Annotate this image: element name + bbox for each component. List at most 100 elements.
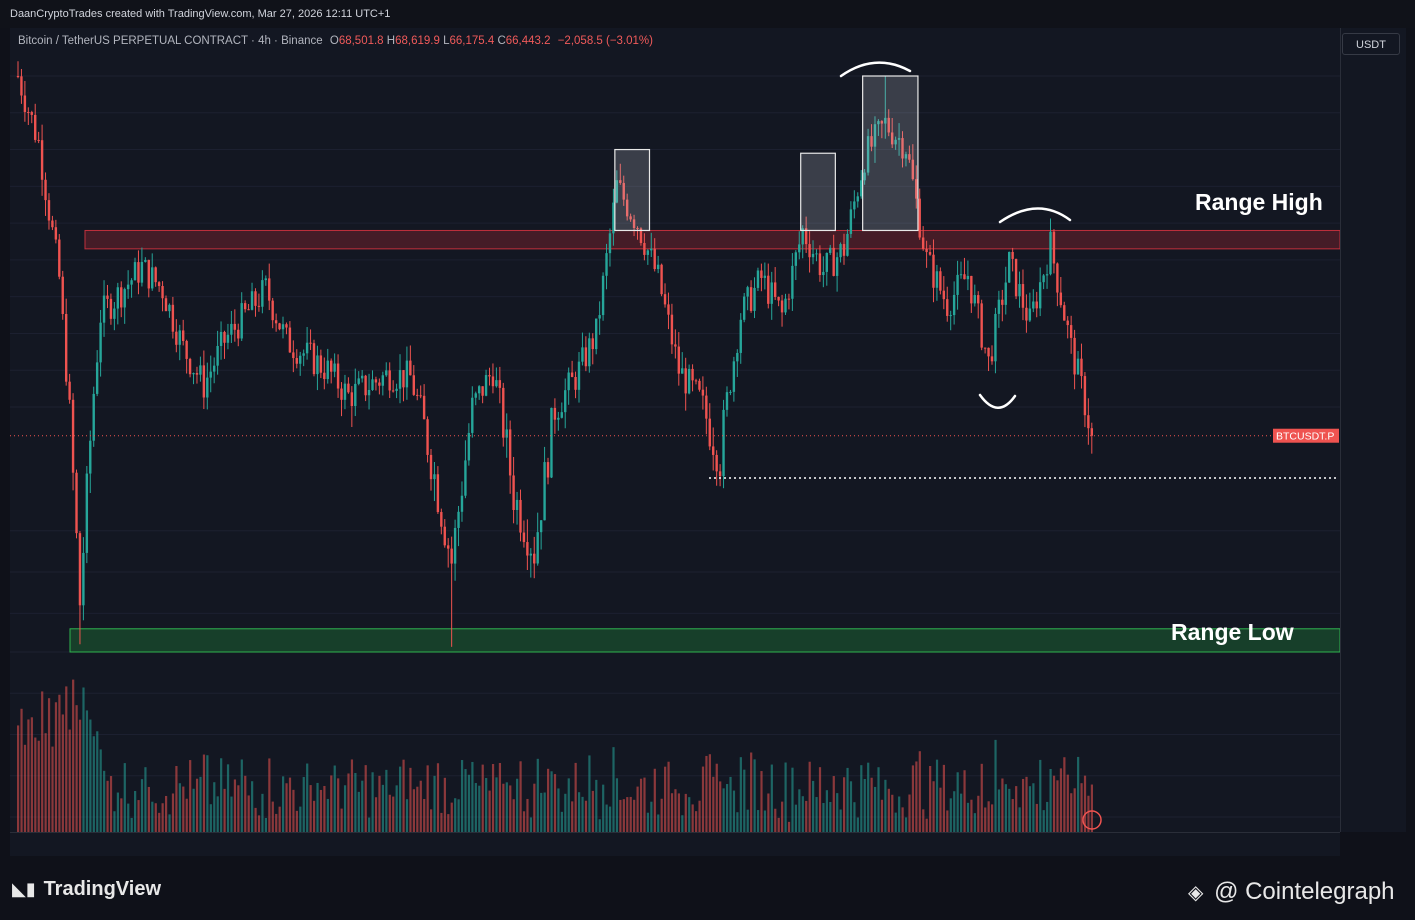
volume-bar — [433, 775, 436, 832]
volume-bar — [691, 804, 694, 832]
volume-bar — [577, 792, 581, 832]
volume-bar — [798, 789, 801, 832]
volume-bar — [478, 785, 481, 832]
candle-body — [147, 259, 150, 289]
price-axis[interactable] — [1340, 28, 1406, 832]
volume-bar — [1059, 768, 1063, 832]
candle-body — [595, 318, 598, 350]
candle-body — [40, 140, 44, 180]
volume-bar — [877, 767, 880, 832]
candle-body — [570, 372, 574, 377]
volume-bar — [791, 767, 794, 832]
volume-bar — [275, 813, 278, 832]
volume-bar — [622, 799, 625, 832]
candle-body — [123, 289, 126, 308]
volume-bar — [72, 679, 75, 832]
candle-body — [278, 323, 281, 330]
volume-bar — [908, 794, 911, 832]
volume-bar — [99, 749, 102, 832]
candle-body — [271, 300, 274, 321]
volume-bar — [856, 817, 859, 832]
volume-bar — [312, 800, 316, 832]
volume-bar — [639, 778, 643, 832]
candle-body — [412, 375, 415, 395]
close-value: 66,443.2 — [505, 35, 551, 47]
candle-body — [295, 358, 298, 364]
candle-body — [206, 377, 209, 398]
highlight-box — [862, 75, 919, 232]
volume-bar — [904, 817, 908, 832]
volume-bar — [1052, 775, 1056, 832]
time-axis[interactable] — [10, 832, 1340, 857]
chart-area[interactable] — [10, 28, 1340, 832]
candle-body — [801, 228, 804, 245]
volume-bar — [801, 796, 804, 832]
symbol-price-tag — [1273, 428, 1339, 443]
volume-bar — [92, 736, 95, 832]
bottom-arc-annotation — [978, 393, 1017, 409]
candle-body — [233, 323, 237, 330]
candle-body — [27, 112, 30, 114]
volume-bar — [591, 790, 594, 832]
volume-bar — [144, 767, 147, 832]
volume-bar — [956, 772, 959, 832]
volume-bar — [306, 763, 309, 832]
volume-bar — [781, 801, 784, 832]
volume-bar — [202, 754, 206, 832]
volume-bar — [340, 808, 343, 832]
candle-body — [921, 237, 925, 249]
candle-body — [522, 532, 526, 543]
volume-bar — [990, 804, 994, 832]
candle-body — [1021, 284, 1025, 308]
volume-bar — [82, 687, 85, 832]
cointelegraph-brand-text: @ Cointelegraph — [1214, 878, 1395, 905]
candle-body — [144, 259, 147, 262]
candle-body — [732, 361, 736, 392]
volume-bar — [973, 813, 976, 832]
candle-body — [274, 320, 278, 324]
volume-bar — [825, 790, 828, 832]
volume-bar — [467, 774, 471, 832]
candle-body — [23, 95, 27, 113]
candle-body — [168, 304, 171, 312]
candle-body — [822, 271, 825, 276]
volume-bar — [388, 794, 391, 832]
candle-body — [477, 386, 481, 394]
volume-bar — [1073, 788, 1076, 832]
volume-bar — [158, 812, 161, 832]
candle-body — [113, 308, 116, 319]
volume-bar — [605, 804, 608, 832]
candle-body — [811, 253, 815, 258]
volume-bar — [285, 783, 288, 832]
candle-body — [316, 355, 319, 375]
volume-bar — [41, 691, 44, 832]
candle-body — [729, 391, 732, 393]
candle-body — [890, 132, 894, 145]
volume-bar — [17, 725, 20, 832]
candle-body — [605, 253, 608, 276]
candle-body — [247, 309, 250, 311]
candle-body — [471, 397, 474, 433]
volume-bar — [505, 782, 508, 832]
candle-body — [78, 533, 82, 606]
candle-body — [942, 290, 946, 300]
volume-bar — [137, 800, 140, 832]
volume-bar — [44, 733, 47, 832]
candle-body — [601, 275, 605, 316]
volume-bar — [464, 769, 467, 832]
volume-bar — [1046, 801, 1049, 832]
volume-bar — [667, 761, 670, 832]
candle-body — [484, 375, 488, 396]
volume-bar — [419, 780, 422, 832]
volume-bar — [405, 799, 409, 832]
volume-bar — [994, 739, 997, 832]
volume-bar — [292, 789, 295, 832]
volume-bar — [309, 785, 312, 832]
volume-bar — [333, 765, 336, 832]
currency-unit-button[interactable]: USDT — [1342, 33, 1400, 55]
top-arc-annotation — [839, 61, 912, 78]
candle-body — [34, 114, 37, 140]
highlight-box — [614, 148, 651, 232]
candle-body — [1032, 301, 1035, 309]
